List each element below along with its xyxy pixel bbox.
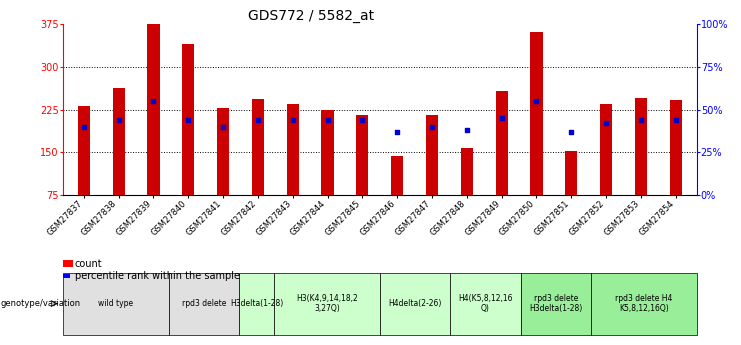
Bar — [287, 104, 299, 195]
Point — [531, 98, 542, 104]
Bar — [113, 88, 124, 195]
Text: H4(K5,8,12,16
Q): H4(K5,8,12,16 Q) — [458, 294, 513, 313]
Point — [78, 124, 90, 129]
Bar — [391, 156, 403, 195]
Bar — [600, 104, 612, 195]
Bar — [670, 100, 682, 195]
Bar — [252, 99, 264, 195]
Point — [670, 117, 682, 122]
Point — [391, 129, 403, 135]
Point — [287, 117, 299, 122]
Point — [217, 124, 229, 129]
Bar — [461, 148, 473, 195]
Text: H3delta(1-28): H3delta(1-28) — [230, 299, 283, 308]
Text: wild type: wild type — [99, 299, 133, 308]
Point — [113, 117, 124, 122]
Bar — [78, 106, 90, 195]
Text: H4delta(2-26): H4delta(2-26) — [388, 299, 442, 308]
Bar — [217, 108, 229, 195]
Bar — [531, 31, 542, 195]
Bar — [496, 91, 508, 195]
Text: GDS772 / 5582_at: GDS772 / 5582_at — [248, 9, 374, 23]
Point — [635, 117, 647, 122]
Text: count: count — [75, 259, 102, 268]
Point — [461, 127, 473, 133]
Bar — [565, 151, 577, 195]
Bar — [322, 110, 333, 195]
Text: rpd3 delete: rpd3 delete — [182, 299, 226, 308]
Bar — [356, 115, 368, 195]
Point — [496, 115, 508, 121]
Text: genotype/variation: genotype/variation — [1, 299, 81, 308]
Bar — [426, 115, 438, 195]
Point — [182, 117, 194, 122]
Point — [426, 124, 438, 129]
Text: rpd3 delete H4
K5,8,12,16Q): rpd3 delete H4 K5,8,12,16Q) — [615, 294, 672, 313]
Point — [252, 117, 264, 122]
Point — [600, 120, 612, 126]
Bar — [635, 98, 647, 195]
Text: percentile rank within the sample: percentile rank within the sample — [75, 271, 240, 280]
Point — [356, 117, 368, 122]
Bar — [147, 24, 159, 195]
Point — [565, 129, 577, 135]
Text: rpd3 delete
H3delta(1-28): rpd3 delete H3delta(1-28) — [529, 294, 582, 313]
Bar — [182, 44, 194, 195]
Point — [322, 117, 333, 122]
Point — [147, 98, 159, 104]
Text: H3(K4,9,14,18,2
3,27Q): H3(K4,9,14,18,2 3,27Q) — [296, 294, 358, 313]
